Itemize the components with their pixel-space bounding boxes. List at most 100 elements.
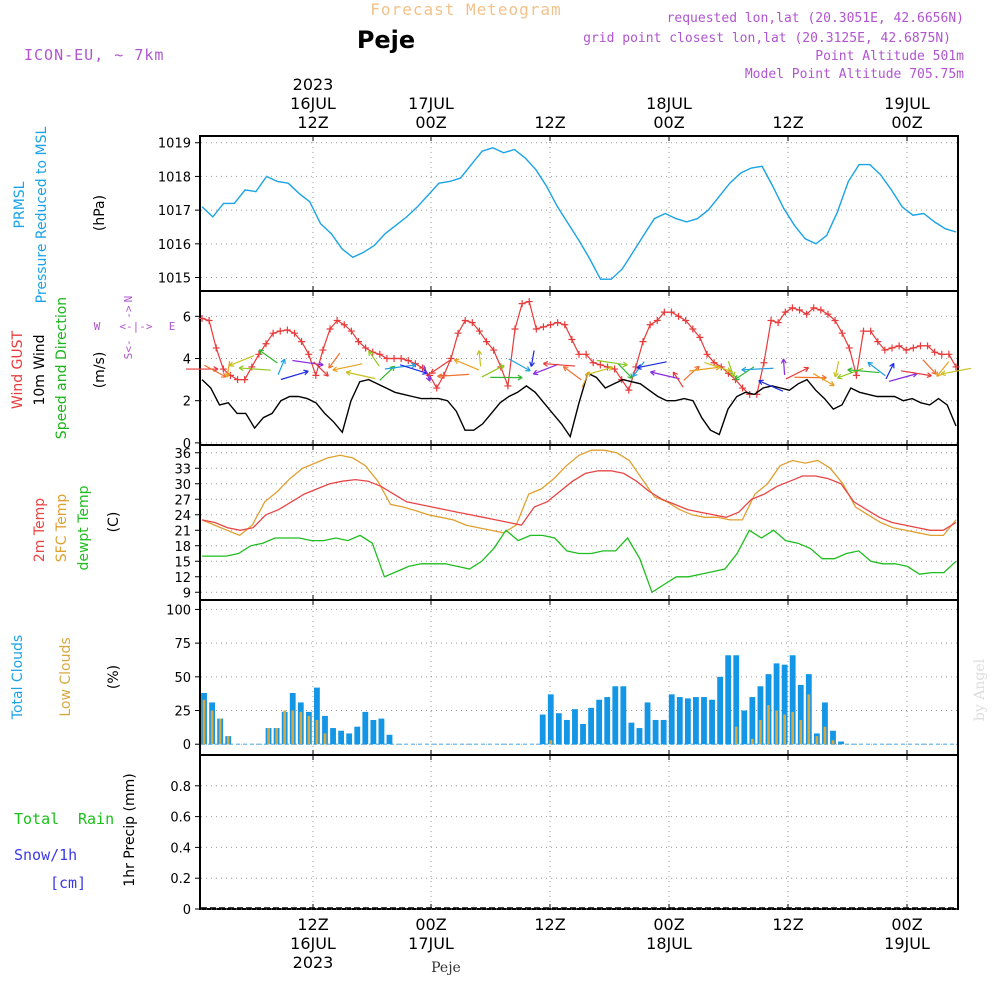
temp-ytick-label-7: 30 <box>174 478 191 493</box>
compass-rose: N -> W <-|-> E <- S <box>94 296 176 360</box>
wind-arrow <box>741 367 774 371</box>
wind-arrow-head <box>368 350 374 356</box>
gust-marker <box>447 355 455 363</box>
time-label-1-0: 00Z <box>415 915 446 934</box>
wind-arrow <box>368 350 380 367</box>
total-cloud-bar <box>346 733 353 745</box>
wind-arrow <box>940 367 972 375</box>
gust-marker <box>262 340 270 348</box>
cloud-ytick-label-3: 75 <box>174 637 191 652</box>
wind-arrow <box>867 361 886 377</box>
gust-marker <box>838 329 846 337</box>
wind-arrow <box>454 359 480 371</box>
gust-marker <box>710 359 718 367</box>
gust-marker <box>952 363 960 371</box>
gust-marker <box>824 310 832 318</box>
gust-marker <box>539 323 547 331</box>
low-cloud-bar <box>291 710 295 745</box>
total-cloud-bar <box>644 702 651 745</box>
wind-arrow-head <box>803 366 810 373</box>
total-cloud-bar <box>314 687 320 745</box>
gust-marker <box>234 376 242 384</box>
wind-arrow <box>727 360 735 378</box>
gust-marker <box>938 350 946 358</box>
wind-arrow-head <box>867 361 873 368</box>
temp-ytick-label-0: 9 <box>183 586 191 601</box>
low-cloud-bar <box>267 728 270 745</box>
temp-ytick-label-1: 12 <box>174 571 191 586</box>
wind-arrow-head <box>672 371 678 378</box>
wind-arrow-head <box>410 362 417 369</box>
total-cloud-bar <box>370 719 377 745</box>
total-cloud-bar <box>652 719 659 745</box>
wind-arrow <box>636 361 667 369</box>
wind-arrow-head <box>622 361 628 368</box>
gust-marker <box>269 329 277 337</box>
wind-arrow-head <box>532 369 539 376</box>
wind-arrow <box>313 361 329 377</box>
precip-ytick-label-2: 0.4 <box>170 841 191 856</box>
wind-arrow-head <box>562 366 569 372</box>
wind-arrow-head <box>607 365 614 372</box>
total-cloud-bar <box>757 686 764 745</box>
gust-marker <box>788 304 796 312</box>
gust-marker <box>561 321 569 329</box>
total-cloud-bar <box>604 697 611 745</box>
gust-marker <box>404 357 412 365</box>
wind-10m-line <box>201 372 957 439</box>
gust-marker <box>283 326 291 334</box>
wind-arrow <box>384 364 416 370</box>
wind-arrow <box>782 358 786 375</box>
temp-2m-label: 2m Temp <box>32 498 48 562</box>
wind-arrow <box>689 366 721 372</box>
rain-label: Rain <box>78 810 114 828</box>
wind-arrow-head <box>425 376 432 382</box>
wind-arrow-head <box>221 372 227 378</box>
gust-marker <box>696 333 704 341</box>
wind-arrow <box>596 359 628 366</box>
dewpt-line <box>202 529 957 594</box>
gust-marker <box>205 317 213 325</box>
wind-10m-label: 10m Wind <box>32 334 48 405</box>
wind-arrow-head <box>228 361 235 367</box>
total-cloud-bar <box>338 730 345 745</box>
compass-horizontal: <-|-> <box>119 320 152 333</box>
wind-arrow <box>563 366 582 381</box>
total-cloud-bar <box>749 697 756 745</box>
wind-arrow <box>328 352 341 369</box>
total-cloud-bar <box>362 711 369 745</box>
gust-marker <box>931 348 939 356</box>
gust-marker <box>362 344 370 352</box>
gust-marker <box>852 371 860 379</box>
wind-arrow-head <box>437 373 443 380</box>
gust-marker <box>639 338 647 346</box>
time-label-3-1: 18JUL <box>646 934 692 953</box>
gust-marker <box>433 384 441 392</box>
gust-marker <box>675 312 683 320</box>
gust-marker <box>490 346 498 354</box>
compass-north: N <box>122 296 135 303</box>
gust-marker <box>817 306 825 314</box>
total-cloud-bar <box>322 715 328 745</box>
low-cloud-bar <box>226 736 230 745</box>
total-cloud-bar <box>386 734 393 745</box>
wind-arrow-head <box>303 369 309 376</box>
gust-marker <box>803 310 811 318</box>
gust-marker <box>376 350 384 358</box>
wind-arrow-head <box>529 361 535 367</box>
temp-frame <box>199 444 959 601</box>
gust-marker <box>554 319 562 327</box>
wind-arrow-head <box>499 364 505 370</box>
gust-marker <box>347 327 355 335</box>
wind-arrow-head <box>741 366 747 373</box>
time-label-0-0: 2023 <box>293 75 334 94</box>
low-cloud-bar <box>202 699 206 745</box>
temp-ytick-label-4: 21 <box>174 524 191 539</box>
low-cloud-bar <box>275 728 278 745</box>
cloud-ytick-label-4: 100 <box>166 603 191 618</box>
wind-arrow <box>936 361 950 377</box>
wind-arrow <box>399 364 428 374</box>
pressure-ytick-label-1: 1016 <box>158 238 191 253</box>
gust-marker <box>582 350 590 358</box>
time-label-0-2: 12Z <box>297 113 328 132</box>
